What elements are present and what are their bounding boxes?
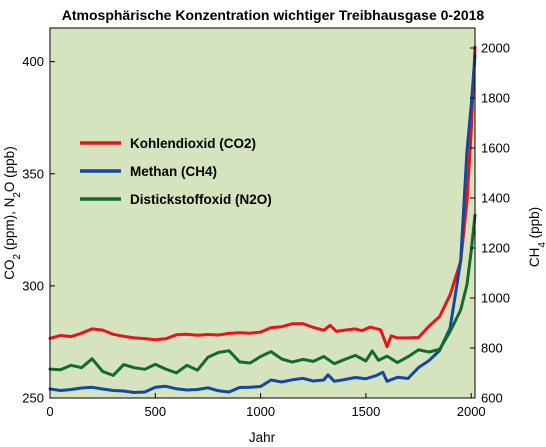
y-left-tick-label: 250 bbox=[22, 391, 44, 406]
legend-label-1: Methan (CH4) bbox=[130, 164, 217, 179]
y-right-tick-label: 2000 bbox=[481, 41, 510, 56]
y-right-tick-label: 600 bbox=[481, 391, 503, 406]
y-right-tick-label: 1600 bbox=[481, 141, 510, 156]
x-tick-label: 2000 bbox=[457, 404, 486, 419]
legend-label-2: Distickstoffoxid (N2O) bbox=[130, 192, 272, 207]
ticks-layer: 0 500 1000 1500 2000 250 300 350 400 600 800 1000 12… bbox=[22, 41, 510, 420]
y-right-tick-label: 800 bbox=[481, 341, 503, 356]
x-tick-label: 0 bbox=[46, 404, 53, 419]
y-right-tick-label: 1200 bbox=[481, 241, 510, 256]
plot-frame bbox=[49, 27, 476, 399]
y-left-tick-label: 300 bbox=[22, 278, 44, 293]
chart-title: Atmosphärische Konzentration wichtiger T… bbox=[62, 7, 485, 23]
x-tick-label: 500 bbox=[144, 404, 166, 419]
plot-area bbox=[50, 28, 475, 398]
legend-label-0: Kohlendioxid (CO2) bbox=[130, 136, 256, 151]
x-tick-label: 1500 bbox=[351, 404, 380, 419]
series-line-1 bbox=[48, 54, 477, 394]
legend: Kohlendioxid (CO2) Methan (CH4) Disticksto… bbox=[80, 136, 272, 207]
series-layer bbox=[48, 45, 477, 394]
x-axis-label: Jahr bbox=[249, 430, 276, 445]
y-right-tick-label: 1800 bbox=[481, 91, 510, 106]
y-axis-label-right: CH4 (ppb) bbox=[527, 207, 546, 267]
y-right-tick-label: 1000 bbox=[481, 291, 510, 306]
series-line-2 bbox=[48, 213, 477, 377]
y-left-tick-label: 350 bbox=[22, 166, 44, 181]
x-tick-label: 1000 bbox=[246, 404, 275, 419]
y-axis-label-left: CO2 (ppm), N2O (ppb) bbox=[2, 146, 23, 279]
y-right-tick-label: 1400 bbox=[481, 191, 510, 206]
series-line-0 bbox=[48, 45, 477, 349]
y-left-tick-label: 400 bbox=[22, 54, 44, 69]
